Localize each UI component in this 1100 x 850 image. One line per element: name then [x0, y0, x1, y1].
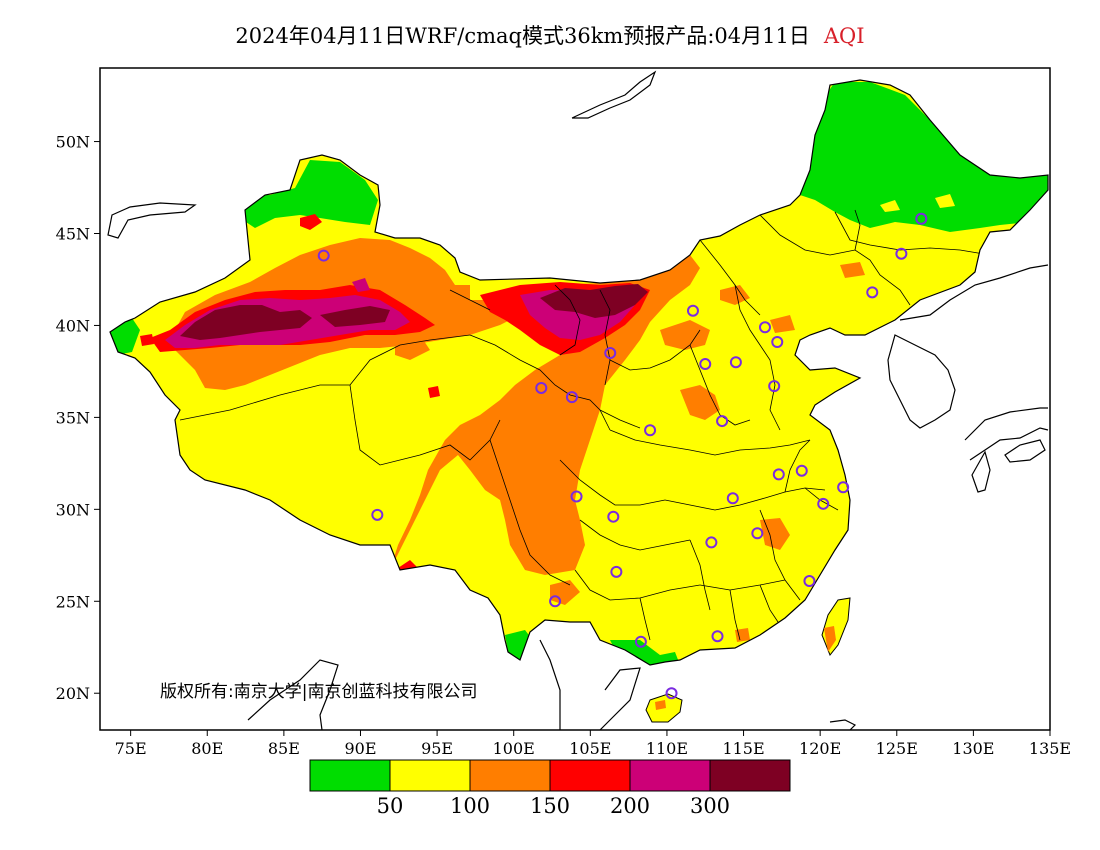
y-tick-label: 45N	[56, 225, 90, 244]
map-frame	[99, 67, 1051, 731]
station-marker	[549, 595, 562, 608]
y-tick-label: 25N	[56, 592, 90, 611]
legend-label: 300	[690, 794, 730, 818]
station-marker	[726, 492, 739, 505]
station-marker	[665, 687, 678, 700]
station-marker	[317, 249, 330, 262]
x-tick-label: 90E	[344, 739, 376, 758]
station-marker	[759, 321, 771, 334]
station-marker	[837, 481, 850, 494]
legend-colorbar: 50 100 150 200 300	[309, 759, 791, 818]
x-tick-label: 120E	[799, 739, 841, 758]
legend-swatch	[549, 759, 631, 792]
station-marker	[772, 468, 785, 481]
coastlines	[107, 70, 1049, 730]
legend-swatch	[309, 759, 391, 792]
station-marker	[570, 490, 583, 503]
station-marker	[768, 380, 781, 393]
x-tick-label: 125E	[876, 739, 918, 758]
station-marker	[565, 391, 578, 404]
x-tick-label: 75E	[115, 739, 147, 758]
station-marker	[644, 424, 657, 437]
x-tick-label: 105E	[569, 739, 611, 758]
x-tick-label: 110E	[646, 739, 688, 758]
y-tick-label: 50N	[56, 133, 90, 152]
aqi-contours	[110, 82, 1048, 665]
station-marker	[604, 347, 617, 360]
station-marker	[895, 247, 908, 260]
legend-label: 50	[377, 794, 404, 818]
y-tick-label: 30N	[56, 500, 90, 519]
station-marker	[607, 510, 620, 523]
station-marker	[803, 575, 816, 588]
legend-label: 200	[610, 794, 650, 818]
station-marker	[716, 415, 729, 428]
legend-swatch	[629, 759, 711, 792]
y-axis: 50N 45N 40N 35N 30N 25N 20N	[56, 133, 100, 703]
station-marker	[771, 335, 784, 348]
y-tick-label: 35N	[56, 408, 90, 427]
station-marker	[817, 497, 830, 510]
station-marker	[699, 358, 712, 371]
station-marker	[705, 536, 718, 549]
station-marker	[915, 212, 928, 225]
x-tick-label: 115E	[722, 739, 764, 758]
y-tick-label: 20N	[56, 684, 90, 703]
islands	[645, 597, 851, 723]
station-marker	[729, 356, 742, 369]
copyright-text: 版权所有:南京大学|南京创蓝科技有限公司	[160, 682, 477, 702]
title-variable: AQI	[823, 24, 865, 48]
x-tick-label: 80E	[191, 739, 223, 758]
x-tick-label: 100E	[493, 739, 535, 758]
station-marker	[535, 381, 548, 394]
legend-swatch	[389, 759, 471, 792]
station-markers	[317, 212, 928, 700]
legend-label: 100	[450, 794, 490, 818]
x-tick-label: 135E	[1029, 739, 1071, 758]
station-marker	[795, 464, 808, 477]
station-marker	[371, 508, 384, 521]
station-marker	[711, 630, 724, 643]
y-tick-label: 40N	[56, 316, 90, 335]
legend-label: 150	[530, 794, 570, 818]
station-marker	[751, 527, 764, 540]
station-marker	[610, 565, 623, 578]
x-tick-label: 95E	[421, 739, 453, 758]
x-tick-label: 85E	[268, 739, 300, 758]
legend-swatch	[469, 759, 551, 792]
station-marker	[866, 286, 879, 299]
x-axis: 75E 80E 85E 90E 95E 100E 105E 110E 115E 120E 125E 1…	[115, 730, 1071, 758]
map-title: 2024年04月11日WRF/cmaq模式36km预报产品:04月11日 AQI	[0, 20, 1100, 50]
station-marker	[686, 304, 699, 317]
title-main: 2024年04月11日WRF/cmaq模式36km预报产品:04月11日	[235, 24, 810, 48]
station-marker	[634, 635, 647, 648]
province-borders	[179, 209, 991, 641]
legend-swatch	[709, 759, 791, 792]
x-tick-label: 130E	[952, 739, 994, 758]
